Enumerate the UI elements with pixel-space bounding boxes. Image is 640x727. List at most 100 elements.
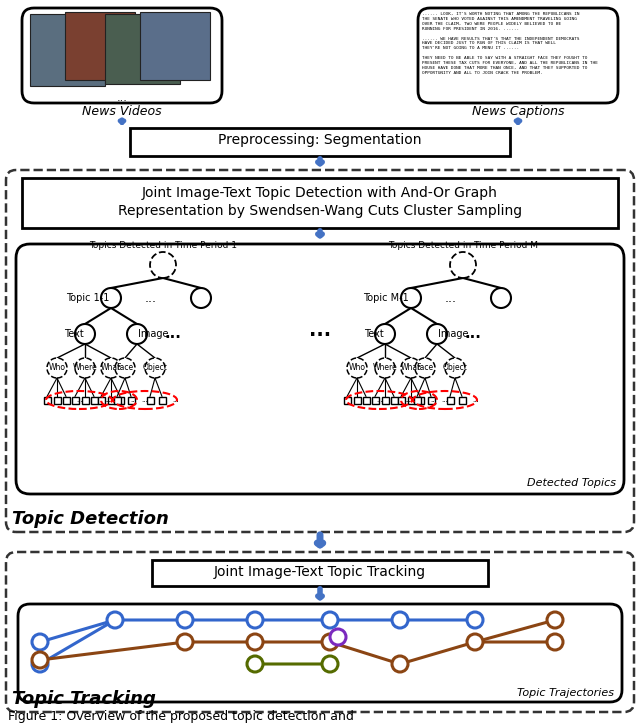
- Circle shape: [401, 358, 421, 378]
- Circle shape: [150, 252, 176, 278]
- Bar: [116, 396, 124, 403]
- Text: Who: Who: [349, 364, 365, 372]
- FancyBboxPatch shape: [18, 604, 622, 702]
- Circle shape: [322, 656, 338, 672]
- Text: News Videos: News Videos: [82, 105, 162, 118]
- Circle shape: [191, 288, 211, 308]
- Bar: [447, 396, 454, 403]
- Bar: [371, 396, 378, 403]
- Circle shape: [32, 634, 48, 650]
- Bar: [44, 396, 51, 403]
- Circle shape: [427, 324, 447, 344]
- Bar: [390, 396, 397, 403]
- Bar: [97, 396, 104, 403]
- Text: Joint Image-Text Topic Tracking: Joint Image-Text Topic Tracking: [214, 565, 426, 579]
- FancyBboxPatch shape: [65, 12, 135, 80]
- Circle shape: [375, 324, 395, 344]
- Circle shape: [177, 612, 193, 628]
- FancyBboxPatch shape: [6, 170, 634, 532]
- Circle shape: [330, 629, 346, 645]
- Bar: [72, 396, 79, 403]
- Circle shape: [115, 358, 135, 378]
- Bar: [108, 396, 115, 403]
- Circle shape: [392, 612, 408, 628]
- Text: Image: Image: [138, 329, 168, 339]
- Text: Preprocessing: Segmentation: Preprocessing: Segmentation: [218, 133, 422, 147]
- Text: ...: ...: [172, 397, 179, 403]
- Text: ...: ...: [465, 326, 481, 342]
- Bar: [413, 396, 420, 403]
- Circle shape: [75, 358, 95, 378]
- Text: Detected Topics: Detected Topics: [527, 478, 616, 488]
- Bar: [362, 396, 369, 403]
- Text: ...: ...: [376, 397, 383, 403]
- Bar: [397, 396, 404, 403]
- Bar: [81, 396, 88, 403]
- Text: Image: Image: [438, 329, 468, 339]
- Bar: [90, 396, 97, 403]
- Text: ...: ...: [430, 397, 436, 403]
- Text: Topic Detection: Topic Detection: [12, 510, 169, 528]
- Circle shape: [450, 252, 476, 278]
- FancyBboxPatch shape: [16, 244, 624, 494]
- Circle shape: [547, 634, 563, 650]
- Text: ...: ...: [309, 321, 331, 340]
- Circle shape: [47, 358, 67, 378]
- Circle shape: [101, 358, 121, 378]
- Text: Face: Face: [417, 364, 433, 372]
- Bar: [63, 396, 70, 403]
- Text: ...: ...: [164, 326, 181, 342]
- Text: What: What: [101, 364, 121, 372]
- Bar: [428, 396, 435, 403]
- Text: Topics Detected in Time Period M: Topics Detected in Time Period M: [388, 241, 538, 250]
- Text: ...: ...: [116, 93, 127, 103]
- Text: Text: Text: [64, 329, 84, 339]
- Bar: [353, 396, 360, 403]
- Text: ...: ...: [145, 292, 157, 305]
- Text: Figure 1: Overview of the proposed topic detection and: Figure 1: Overview of the proposed topic…: [8, 710, 354, 723]
- FancyBboxPatch shape: [152, 560, 488, 586]
- Text: ...: ...: [130, 397, 137, 403]
- Text: ...: ...: [445, 292, 457, 305]
- Circle shape: [491, 288, 511, 308]
- Text: News Captions: News Captions: [472, 105, 564, 118]
- Text: Who: Who: [49, 364, 65, 372]
- Text: Face: Face: [116, 364, 134, 372]
- Circle shape: [322, 634, 338, 650]
- Circle shape: [145, 358, 165, 378]
- FancyBboxPatch shape: [30, 14, 105, 86]
- Text: Topic 1-1: Topic 1-1: [66, 293, 109, 303]
- Text: ...: ...: [404, 397, 411, 403]
- Bar: [147, 396, 154, 403]
- Circle shape: [392, 656, 408, 672]
- Bar: [417, 396, 424, 403]
- Text: Topic Tracking: Topic Tracking: [12, 690, 156, 708]
- Circle shape: [401, 288, 421, 308]
- Text: Text: Text: [364, 329, 384, 339]
- Circle shape: [467, 634, 483, 650]
- Bar: [54, 396, 61, 403]
- Text: Object: Object: [443, 364, 467, 372]
- Circle shape: [75, 324, 95, 344]
- Circle shape: [247, 612, 263, 628]
- Circle shape: [32, 652, 48, 668]
- Circle shape: [322, 612, 338, 628]
- Text: ...: ...: [141, 397, 148, 403]
- Bar: [458, 396, 465, 403]
- Text: Topic M-1: Topic M-1: [364, 293, 409, 303]
- Text: ...: ...: [104, 397, 111, 403]
- FancyBboxPatch shape: [6, 552, 634, 712]
- FancyBboxPatch shape: [130, 128, 510, 156]
- FancyBboxPatch shape: [22, 8, 222, 103]
- Text: Topic Trajectories: Topic Trajectories: [517, 688, 614, 698]
- Circle shape: [247, 634, 263, 650]
- FancyBboxPatch shape: [22, 178, 618, 228]
- FancyBboxPatch shape: [140, 12, 210, 80]
- Circle shape: [32, 656, 48, 672]
- Circle shape: [415, 358, 435, 378]
- Text: ...: ...: [441, 397, 448, 403]
- Text: Object: Object: [143, 364, 168, 372]
- Circle shape: [247, 656, 263, 672]
- Circle shape: [375, 358, 395, 378]
- Circle shape: [347, 358, 367, 378]
